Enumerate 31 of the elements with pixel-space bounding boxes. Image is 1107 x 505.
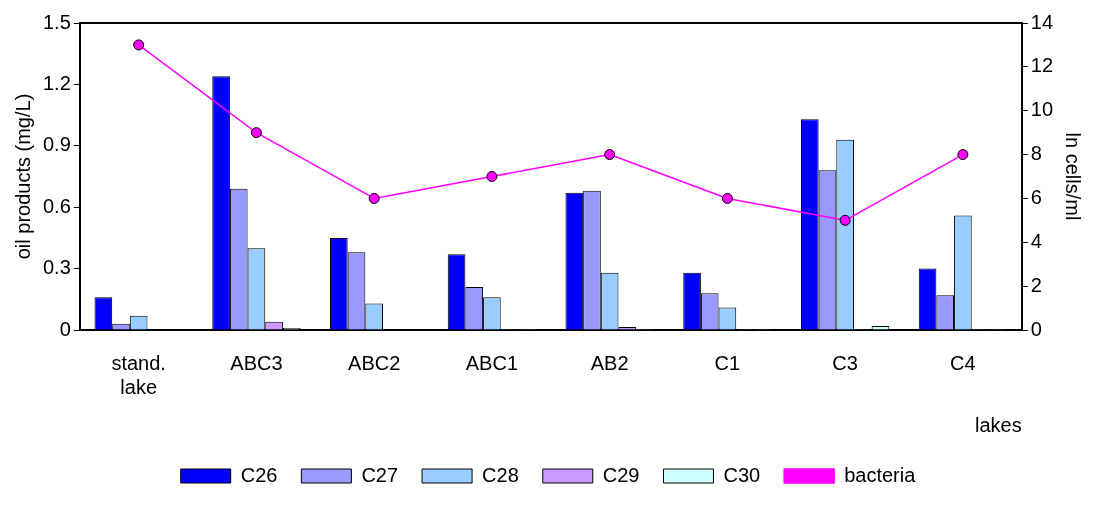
x-tick-label: C4 (950, 351, 976, 374)
y-tick-label: 0 (59, 317, 71, 340)
y2-tick-label: 10 (1030, 98, 1053, 121)
y2-tick-label: 2 (1030, 273, 1042, 296)
y2-axis-title: ln cells/ml (1062, 132, 1085, 221)
y2-tick-label: 12 (1030, 54, 1053, 77)
y-tick-label: 1.5 (42, 10, 71, 33)
x-tick-label: C3 (832, 351, 858, 374)
y-tick-label: 0.9 (42, 133, 71, 156)
legend-label: bacteria (844, 463, 917, 486)
y2-tick-label: 6 (1030, 185, 1042, 208)
x-axis-title: lakes (975, 413, 1022, 436)
x-tick-label: AB2 (590, 351, 629, 374)
x-tick-label: ABC3 (230, 351, 283, 374)
y-tick-label: 0.3 (42, 256, 71, 279)
y-axis-title: oil products (mg/L) (11, 93, 34, 260)
y2-tick-label: 8 (1030, 142, 1042, 165)
legend-label: C30 (723, 463, 761, 486)
x-tick-label: ABC2 (348, 351, 401, 374)
y-tick-label: 0.6 (42, 194, 71, 217)
y2-tick-label: 14 (1030, 10, 1053, 33)
legend-label: C29 (602, 463, 640, 486)
x-tick-label: C1 (714, 351, 741, 374)
y2-tick-label: 0 (1030, 317, 1042, 340)
legend-label: C28 (482, 463, 519, 486)
x-tick-label: stand. lake (111, 351, 166, 398)
y-tick-label: 1.2 (42, 71, 71, 94)
legend-label: C27 (361, 463, 399, 486)
y2-tick-label: 4 (1030, 229, 1042, 252)
legend-label: C26 (240, 463, 278, 486)
x-tick-label: ABC1 (465, 351, 519, 374)
